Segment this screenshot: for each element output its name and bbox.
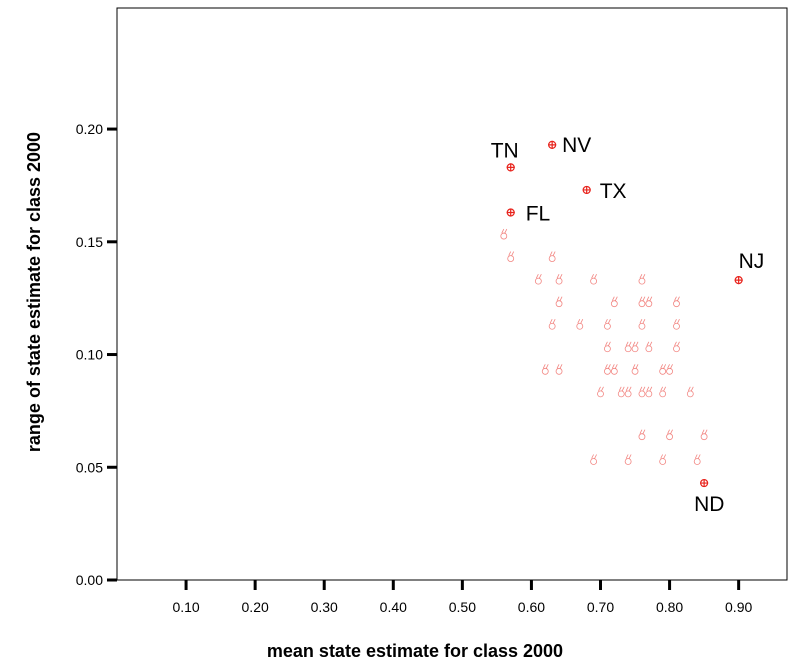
data-point — [555, 273, 563, 285]
data-point — [548, 319, 556, 330]
point-label-nv: NV — [562, 134, 591, 157]
y-tick-label: 0.05 — [76, 459, 103, 475]
data-point — [507, 251, 515, 262]
data-point — [590, 273, 597, 285]
y-tick-label: 0.00 — [76, 572, 103, 588]
data-point — [673, 341, 680, 353]
point-labels: TN NV TX FL NJ ND — [491, 134, 765, 516]
x-axis-title: mean state estimate for class 2000 — [267, 641, 563, 661]
data-point — [666, 364, 673, 375]
data-point — [645, 296, 653, 308]
data-point — [604, 364, 611, 375]
x-axis: 0.10 0.20 0.30 0.40 0.50 0.60 0.70 0.80 0.90 — [172, 580, 752, 615]
labeled-point — [506, 208, 515, 217]
data-point — [638, 429, 646, 441]
point-label-tn: TN — [491, 139, 519, 162]
data-point — [624, 341, 632, 353]
data-point — [617, 386, 625, 398]
plot-frame — [116, 7, 788, 581]
data-point — [597, 386, 604, 398]
data-point — [604, 341, 611, 353]
data-point — [555, 364, 563, 375]
labeled-point — [548, 140, 557, 149]
x-tick-label: 0.20 — [242, 599, 269, 615]
data-point — [624, 386, 632, 398]
data-point — [631, 364, 639, 375]
labeled-point — [700, 478, 709, 488]
data-point — [610, 296, 618, 308]
labeled-point — [734, 276, 743, 285]
x-tick-label: 0.70 — [587, 599, 614, 615]
x-tick-label: 0.50 — [449, 599, 476, 615]
point-label-tx: TX — [600, 180, 627, 203]
x-tick-label: 0.30 — [311, 599, 338, 615]
x-tick-label: 0.40 — [380, 599, 407, 615]
x-tick-label: 0.10 — [172, 599, 199, 615]
data-point — [548, 251, 556, 262]
data-point — [534, 273, 542, 285]
data-point — [638, 319, 646, 330]
data-point — [673, 319, 680, 330]
y-axis-title: range of state estimate for class 2000 — [24, 132, 44, 452]
data-point — [631, 341, 639, 353]
data-point — [638, 386, 646, 398]
data-point — [645, 341, 653, 353]
data-point — [610, 364, 618, 375]
labeled-point — [506, 163, 515, 172]
data-point — [576, 319, 584, 330]
labeled-point — [582, 185, 591, 195]
x-tick-label: 0.90 — [725, 599, 752, 615]
point-label-fl: FL — [526, 202, 551, 225]
data-point — [673, 296, 680, 308]
x-tick-label: 0.60 — [518, 599, 545, 615]
data-point — [659, 364, 667, 375]
data-points — [500, 140, 743, 488]
data-point — [686, 386, 694, 398]
x-tick-label: 0.80 — [656, 599, 683, 615]
y-tick-label: 0.15 — [76, 234, 103, 250]
data-point — [555, 296, 563, 308]
y-tick-label: 0.20 — [76, 121, 103, 137]
data-point — [541, 364, 549, 375]
data-point — [659, 454, 667, 465]
point-label-nd: ND — [694, 493, 724, 516]
data-point — [645, 386, 653, 398]
y-axis: 0.00 0.05 0.10 0.15 0.20 — [76, 121, 117, 588]
y-tick-label: 0.10 — [76, 347, 103, 363]
data-point — [604, 319, 611, 330]
point-label-nj: NJ — [739, 250, 765, 273]
data-point — [693, 454, 701, 465]
data-point — [666, 429, 673, 441]
data-point — [638, 296, 646, 308]
data-point — [500, 228, 508, 240]
data-point — [638, 273, 646, 285]
data-point — [590, 454, 597, 465]
data-point — [700, 429, 708, 441]
data-point — [659, 386, 667, 398]
data-point — [624, 454, 632, 465]
